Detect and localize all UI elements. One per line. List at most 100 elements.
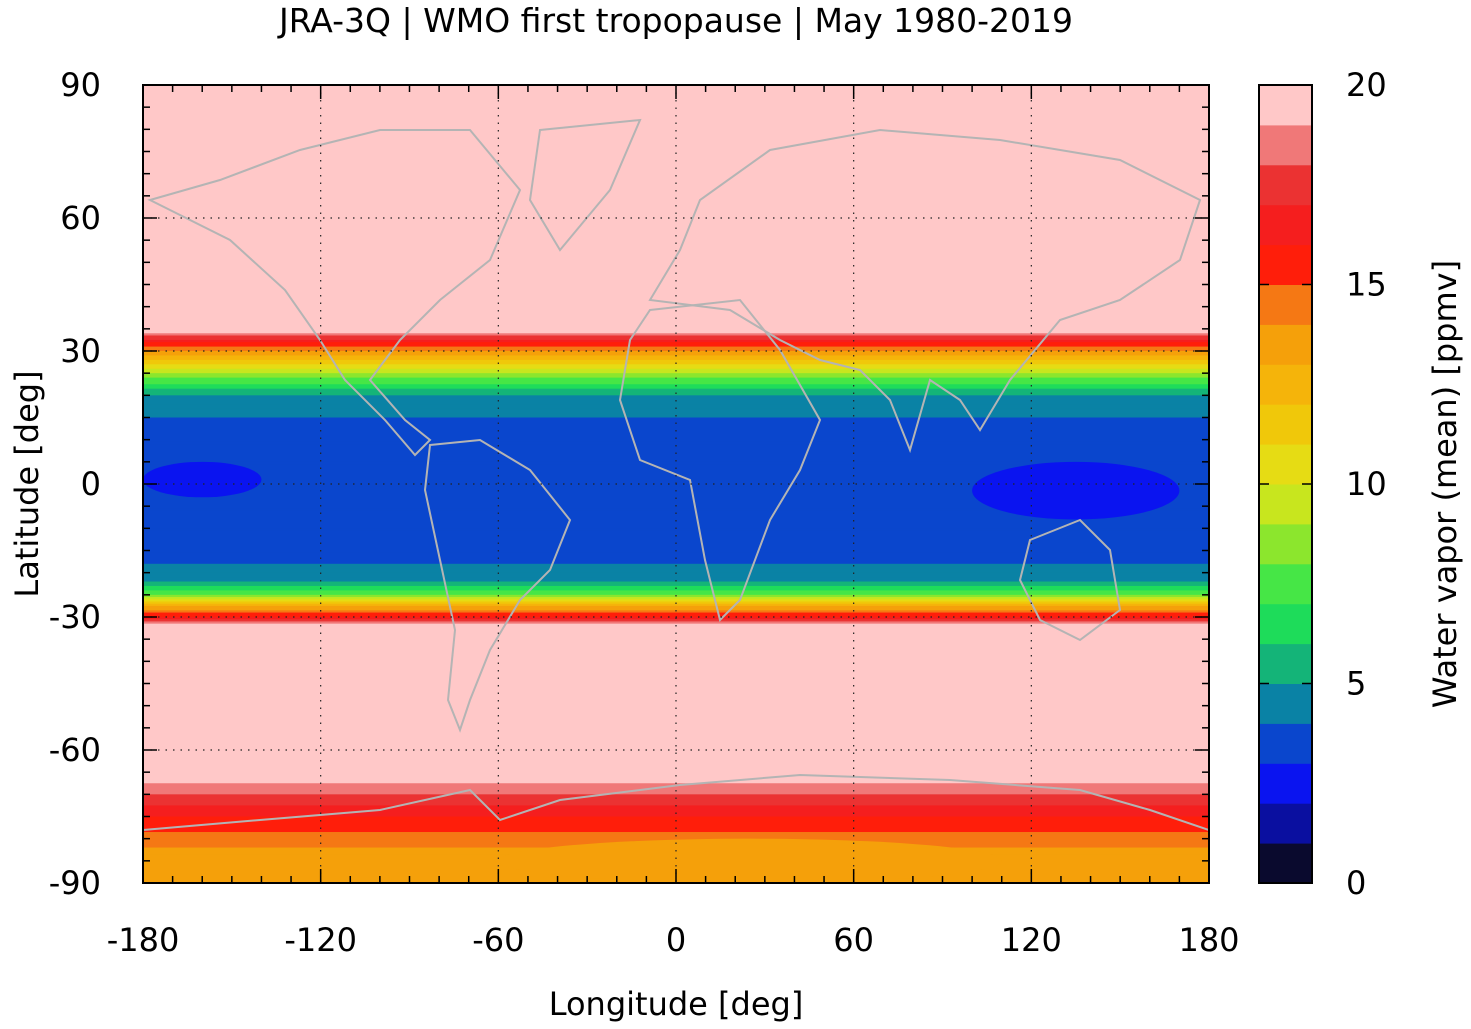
heatmap-band bbox=[143, 820, 1209, 824]
heatmap-band bbox=[143, 550, 1209, 554]
heatmap-band bbox=[143, 393, 1209, 396]
coastline-africa bbox=[618, 298, 822, 622]
heatmap-band bbox=[143, 674, 1209, 678]
heatmap-band bbox=[143, 344, 1209, 348]
heatmap-band bbox=[143, 297, 1209, 301]
heatmap-band bbox=[143, 98, 1209, 102]
heatmap-band bbox=[143, 643, 1209, 647]
heatmap-band bbox=[143, 792, 1209, 795]
heatmap-band bbox=[143, 295, 1209, 299]
heatmap-band bbox=[143, 313, 1209, 317]
heatmap-band bbox=[143, 430, 1209, 434]
heatmap-band bbox=[143, 492, 1209, 496]
heatmap-band bbox=[143, 599, 1209, 603]
heatmap-band bbox=[143, 441, 1209, 445]
heatmap-band bbox=[143, 220, 1209, 224]
heatmap-band bbox=[143, 625, 1209, 629]
heatmap-band bbox=[143, 100, 1209, 104]
heatmap-band bbox=[143, 543, 1209, 547]
heatmap-band bbox=[143, 588, 1209, 591]
heatmap-band bbox=[143, 683, 1209, 687]
heatmap-band bbox=[143, 703, 1209, 707]
x-axis-label: Longitude [deg] bbox=[549, 985, 804, 1023]
heatmap-band bbox=[143, 707, 1209, 711]
heatmap-band bbox=[143, 191, 1209, 195]
heatmap-band bbox=[143, 118, 1209, 122]
colorbar-swatch bbox=[1259, 364, 1312, 405]
heatmap-band bbox=[143, 479, 1209, 483]
heatmap-band bbox=[143, 435, 1209, 439]
y-tick-labels: 90 60 30 0 -30 -60 -90 bbox=[49, 66, 101, 902]
heatmap-band bbox=[143, 133, 1209, 137]
heatmap-band bbox=[143, 656, 1209, 660]
heatmap-band bbox=[143, 461, 1209, 465]
heatmap-band bbox=[143, 195, 1209, 199]
heatmap-band bbox=[143, 776, 1209, 780]
heatmap-band bbox=[143, 351, 1209, 354]
colorbar bbox=[1259, 85, 1312, 884]
heatmap-band bbox=[143, 523, 1209, 527]
heatmap-band bbox=[143, 785, 1209, 789]
heatmap-band bbox=[143, 566, 1209, 569]
heatmap-band bbox=[143, 756, 1209, 760]
colorbar-swatch bbox=[1259, 444, 1312, 485]
colorbar-tick-label: 20 bbox=[1346, 66, 1387, 104]
heatmap-band bbox=[143, 800, 1209, 804]
heatmap-band bbox=[143, 650, 1209, 654]
axis-ticks bbox=[142, 84, 1210, 884]
heatmap-band bbox=[143, 734, 1209, 738]
heatmap-band bbox=[143, 769, 1209, 773]
heatmap-band bbox=[143, 750, 1209, 753]
heatmap-band bbox=[143, 559, 1209, 563]
heatmap-band bbox=[143, 224, 1209, 228]
heatmap-band bbox=[143, 605, 1209, 609]
heatmap-band bbox=[143, 260, 1209, 263]
heatmap-band bbox=[143, 251, 1209, 255]
heatmap-band bbox=[143, 484, 1209, 487]
colorbar-swatch bbox=[1259, 803, 1312, 844]
heatmap-band bbox=[143, 829, 1209, 833]
heatmap-band bbox=[143, 486, 1209, 490]
heatmap-band bbox=[143, 763, 1209, 767]
heatmap-band bbox=[143, 231, 1209, 235]
heatmap-band bbox=[143, 448, 1209, 452]
heatmap-band bbox=[143, 825, 1209, 829]
heatmap-band bbox=[143, 561, 1209, 565]
chart-title: JRA-3Q | WMO first tropopause | May 1980… bbox=[277, 1, 1073, 40]
heatmap-band bbox=[143, 574, 1209, 578]
heatmap-band bbox=[143, 377, 1209, 381]
heatmap-band bbox=[143, 767, 1209, 771]
heatmap-band bbox=[143, 215, 1209, 219]
colorbar-swatch bbox=[1259, 843, 1312, 884]
colorbar-swatch bbox=[1259, 324, 1312, 365]
heatmap-band bbox=[143, 262, 1209, 266]
heatmap-band bbox=[143, 213, 1209, 217]
heatmap-band bbox=[143, 501, 1209, 505]
heatmap-band bbox=[143, 781, 1209, 784]
heatmap-band bbox=[143, 326, 1209, 330]
coastlines bbox=[143, 118, 1209, 831]
heatmap-band bbox=[143, 530, 1209, 534]
heatmap-band bbox=[143, 590, 1209, 594]
heatmap-band bbox=[143, 244, 1209, 248]
heatmap-band bbox=[143, 142, 1209, 146]
y-tick-label: 30 bbox=[60, 332, 101, 370]
heatmap-band bbox=[143, 153, 1209, 157]
heatmap-band bbox=[143, 169, 1209, 173]
heatmap-band bbox=[143, 452, 1209, 456]
colorbar-swatch bbox=[1259, 404, 1312, 445]
heatmap-band bbox=[143, 798, 1209, 802]
heatmap-band bbox=[143, 636, 1209, 640]
heatmap-band bbox=[143, 554, 1209, 558]
heatmap-band bbox=[143, 741, 1209, 744]
heatmap-band bbox=[143, 681, 1209, 685]
heatmap-band bbox=[143, 155, 1209, 159]
heatmap-band bbox=[143, 222, 1209, 226]
heatmap-band bbox=[143, 619, 1209, 623]
heatmap-band bbox=[143, 322, 1209, 325]
colorbar-tick-label: 0 bbox=[1346, 864, 1366, 902]
heatmap-band bbox=[143, 413, 1209, 416]
heatmap-band bbox=[143, 577, 1209, 580]
heatmap-band bbox=[143, 628, 1209, 631]
heatmap-band bbox=[143, 537, 1209, 541]
